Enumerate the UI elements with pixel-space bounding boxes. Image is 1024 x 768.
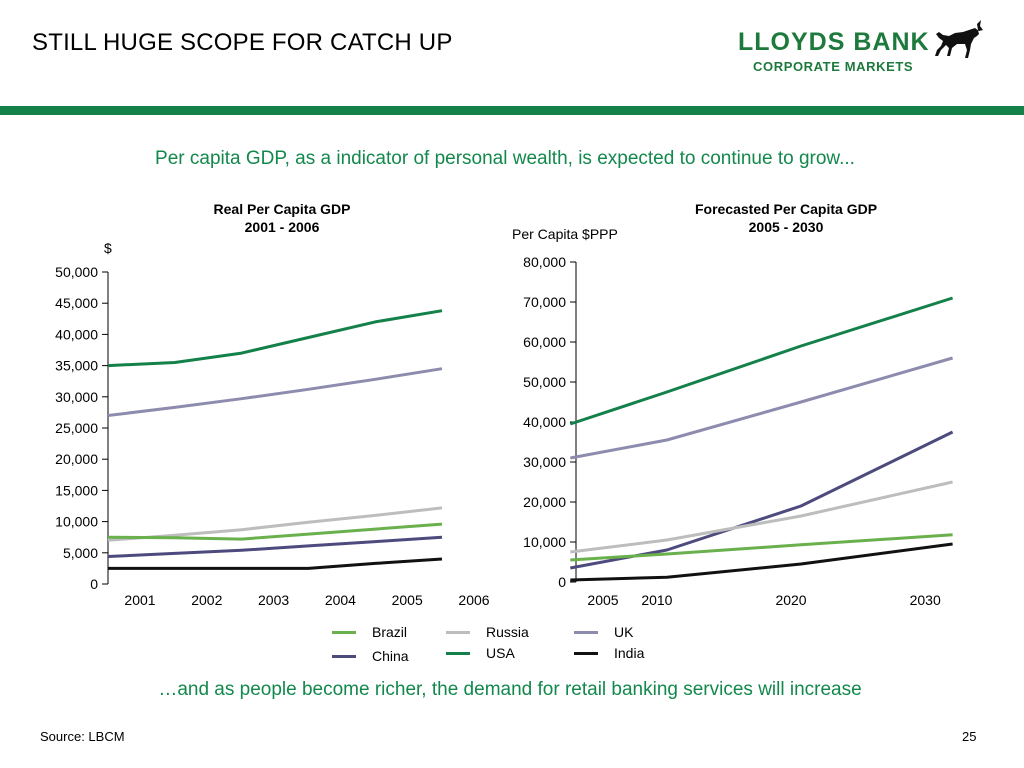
x-tick-label: 2020: [775, 592, 806, 608]
y-tick-label: 50,000: [523, 374, 566, 390]
y-tick-label: 80,000: [523, 254, 566, 270]
source-note: Source: LBCM: [40, 729, 125, 744]
legend-item-russia: Russia: [446, 624, 529, 640]
series-line-uk: [570, 356, 954, 460]
x-tick-label: 2003: [258, 592, 289, 608]
legend-swatch: [332, 654, 356, 658]
x-tick-label: 2004: [325, 592, 356, 608]
chart-title: Real Per Capita GDP: [214, 201, 351, 217]
series-line-india: [570, 542, 953, 582]
legend-swatch: [446, 630, 470, 634]
y-tick-label: 5,000: [63, 545, 98, 561]
legend-swatch: [574, 651, 598, 655]
legend-label: Brazil: [372, 624, 408, 640]
slide-title: STILL HUGE SCOPE FOR CATCH UP: [32, 29, 453, 56]
y-tick-label: 20,000: [55, 451, 98, 467]
x-tick-label: 2005: [587, 592, 618, 608]
legend-label: UK: [614, 624, 634, 640]
series-line-russia: [570, 480, 953, 554]
legend-swatch: [446, 651, 470, 655]
footer-message: …and as people become richer, the demand…: [158, 679, 862, 700]
y-tick-label: 30,000: [523, 454, 566, 470]
page-number: 25: [962, 729, 977, 744]
legend-item-usa: USA: [446, 645, 515, 661]
series-line-usa: [107, 309, 443, 368]
y-tick-label: 0: [558, 574, 566, 590]
legend-label: China: [372, 648, 409, 664]
x-tick-label: 2030: [910, 592, 941, 608]
legend-swatch: [332, 630, 356, 634]
y-tick-label: 70,000: [523, 294, 566, 310]
chart-subtitle: 2001 - 2006: [245, 219, 320, 235]
chart-title: Forecasted Per Capita GDP: [695, 201, 877, 217]
x-tick-label: 2006: [458, 592, 489, 608]
series-line-russia: [107, 506, 443, 542]
legend-label: Russia: [486, 624, 529, 640]
y-tick-label: 60,000: [523, 334, 566, 350]
series-line-india: [108, 557, 443, 570]
legend-item-india: India: [574, 645, 644, 661]
page-subtitle: Per capita GDP, as a indicator of person…: [155, 148, 855, 169]
legend-item-china: China: [332, 648, 409, 664]
y-tick-label: 0: [90, 576, 98, 592]
legend-item-uk: UK: [574, 624, 633, 640]
legend-label: India: [614, 645, 645, 661]
x-tick-label: 2005: [392, 592, 423, 608]
lloyds-logo: LLOYDS BANK CORPORATE MARKETS: [738, 18, 998, 78]
legend-swatch: [574, 630, 598, 634]
logo-line1: LLOYDS BANK: [738, 28, 930, 56]
header-divider-bar: [0, 106, 1024, 115]
y-tick-label: 10,000: [523, 534, 566, 550]
y-axis-label: $: [104, 240, 112, 256]
chart-subtitle: 2005 - 2030: [749, 219, 824, 235]
legend-label: USA: [486, 645, 515, 661]
x-tick-label: 2002: [191, 592, 222, 608]
black-horse-icon: [935, 20, 983, 58]
series-line-usa: [569, 296, 954, 426]
y-tick-label: 45,000: [55, 295, 98, 311]
y-tick-label: 50,000: [55, 264, 98, 280]
charts-canvas: Real Per Capita GDP 2001 - 2006 $0 5,000 10,…: [55, 201, 954, 608]
y-tick-label: 30,000: [55, 389, 98, 405]
y-tick-label: 10,000: [55, 514, 98, 530]
y-tick-label: 40,000: [55, 326, 98, 342]
y-tick-label: 25,000: [55, 420, 98, 436]
logo-line2: CORPORATE MARKETS: [753, 59, 914, 74]
y-tick-label: 40,000: [523, 414, 566, 430]
series-line-china: [107, 535, 443, 558]
y-axis-label: Per Capita $PPP: [512, 226, 618, 242]
series-line-brazil: [107, 522, 443, 541]
y-tick-label: 20,000: [523, 494, 566, 510]
series-line-uk: [107, 367, 443, 417]
y-tick-label: 35,000: [55, 358, 98, 374]
y-tick-label: 15,000: [55, 482, 98, 498]
x-tick-label: 2010: [641, 592, 672, 608]
series-line-brazil: [570, 533, 953, 562]
x-tick-label: 2001: [124, 592, 155, 608]
legend-item-brazil: Brazil: [332, 624, 407, 640]
